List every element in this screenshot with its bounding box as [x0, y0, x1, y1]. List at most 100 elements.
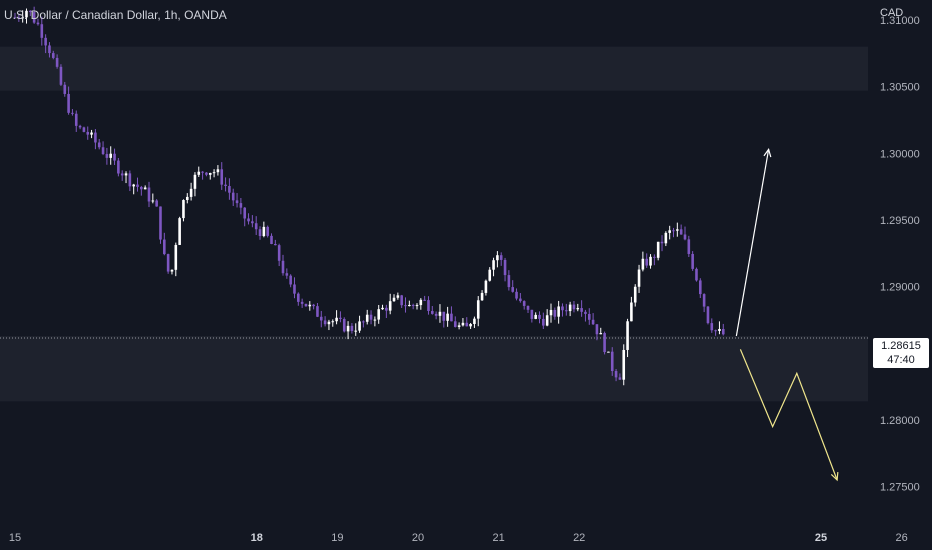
candle-body	[584, 311, 587, 314]
x-tick-label: 25	[815, 532, 827, 544]
bullish-projection-line	[735, 149, 770, 337]
candle-body	[128, 173, 132, 187]
candle-body	[542, 318, 545, 326]
candle-body	[25, 10, 28, 18]
candle-body	[113, 153, 116, 161]
candle-body	[400, 295, 403, 306]
candle-body	[419, 299, 423, 306]
candle-body	[300, 301, 304, 304]
candle-body	[392, 297, 396, 302]
candle-body	[503, 259, 507, 276]
candle-body	[511, 287, 515, 292]
candle-body	[515, 291, 518, 299]
candle-body	[29, 10, 32, 13]
x-tick-label: 21	[492, 532, 504, 544]
candle-body	[691, 253, 694, 269]
candle-body	[254, 223, 258, 230]
candle-body	[159, 206, 162, 240]
candle-body	[591, 319, 595, 325]
candle-body	[40, 24, 44, 38]
x-tick-label: 18	[251, 532, 263, 544]
candle-body	[178, 218, 181, 245]
y-tick-label: 1.30500	[880, 82, 920, 94]
candle-body	[155, 200, 158, 207]
symbol-title: U.S. Dollar / Canadian Dollar, 1h, OANDA	[4, 8, 227, 22]
candle-body	[32, 12, 36, 23]
candle-body	[534, 314, 537, 319]
candle-body	[109, 153, 113, 158]
candle-body	[668, 230, 671, 233]
candle-body	[538, 314, 541, 319]
candle-body	[316, 306, 319, 317]
candle-body	[664, 232, 668, 244]
candle-body	[553, 309, 557, 317]
candle-body	[281, 260, 285, 274]
candle-body	[297, 293, 300, 302]
x-tick-label: 15	[9, 532, 21, 544]
candle-body	[67, 93, 70, 113]
candle-body	[101, 147, 105, 155]
candle-body	[323, 320, 327, 325]
candle-body	[331, 321, 335, 323]
candle-body	[105, 154, 109, 158]
candle-body	[239, 203, 243, 208]
candle-body	[262, 226, 266, 237]
candle-body	[530, 309, 534, 319]
candle-body	[274, 244, 277, 246]
candle-body	[270, 235, 273, 245]
candle-body	[507, 275, 511, 288]
candle-body	[140, 186, 143, 190]
candle-body	[36, 22, 40, 25]
candle-body	[212, 172, 216, 174]
candle-body	[51, 53, 55, 58]
candle-body	[388, 301, 392, 311]
candle-body	[354, 330, 358, 332]
candle-body	[499, 255, 503, 260]
x-tick-label: 22	[573, 532, 585, 544]
candle-body	[595, 324, 599, 335]
candle-body	[645, 258, 649, 266]
candle-body	[687, 239, 691, 254]
candle-body	[656, 241, 660, 258]
candle-body	[411, 304, 415, 306]
candle-body	[461, 322, 465, 326]
candle-body	[71, 112, 74, 114]
currency-label: CAD	[880, 7, 904, 19]
candle-body	[465, 322, 469, 327]
candle-body	[496, 255, 499, 261]
candle-body	[251, 221, 254, 224]
x-tick-label: 20	[412, 532, 424, 544]
candle-body	[342, 318, 346, 332]
candle-body	[193, 174, 197, 189]
candle-body	[304, 303, 308, 307]
candle-body	[86, 131, 90, 135]
candle-body	[404, 305, 407, 307]
candle-body	[526, 305, 530, 310]
candle-body	[369, 314, 373, 320]
candle-body	[702, 294, 706, 307]
candle-body	[365, 314, 369, 322]
candle-body	[205, 172, 208, 175]
candle-body	[622, 349, 626, 380]
candle-body	[120, 173, 124, 176]
candle-body	[228, 186, 231, 193]
candle-body	[434, 313, 438, 316]
candle-body	[385, 307, 388, 311]
y-tick-label: 1.30000	[880, 148, 920, 160]
candle-body	[607, 351, 610, 353]
candle-body	[285, 273, 289, 276]
candle-body	[48, 45, 51, 54]
candle-body	[572, 304, 576, 310]
candle-body	[63, 84, 67, 94]
candle-body	[679, 229, 683, 235]
candle-body	[82, 127, 86, 132]
candle-body	[97, 142, 101, 148]
candle-body	[618, 377, 622, 380]
candle-body	[94, 132, 97, 143]
candle-body	[358, 321, 361, 331]
candle-body	[614, 371, 618, 378]
candle-body	[718, 328, 721, 331]
candle-body	[381, 307, 384, 310]
candle-body	[676, 229, 679, 231]
